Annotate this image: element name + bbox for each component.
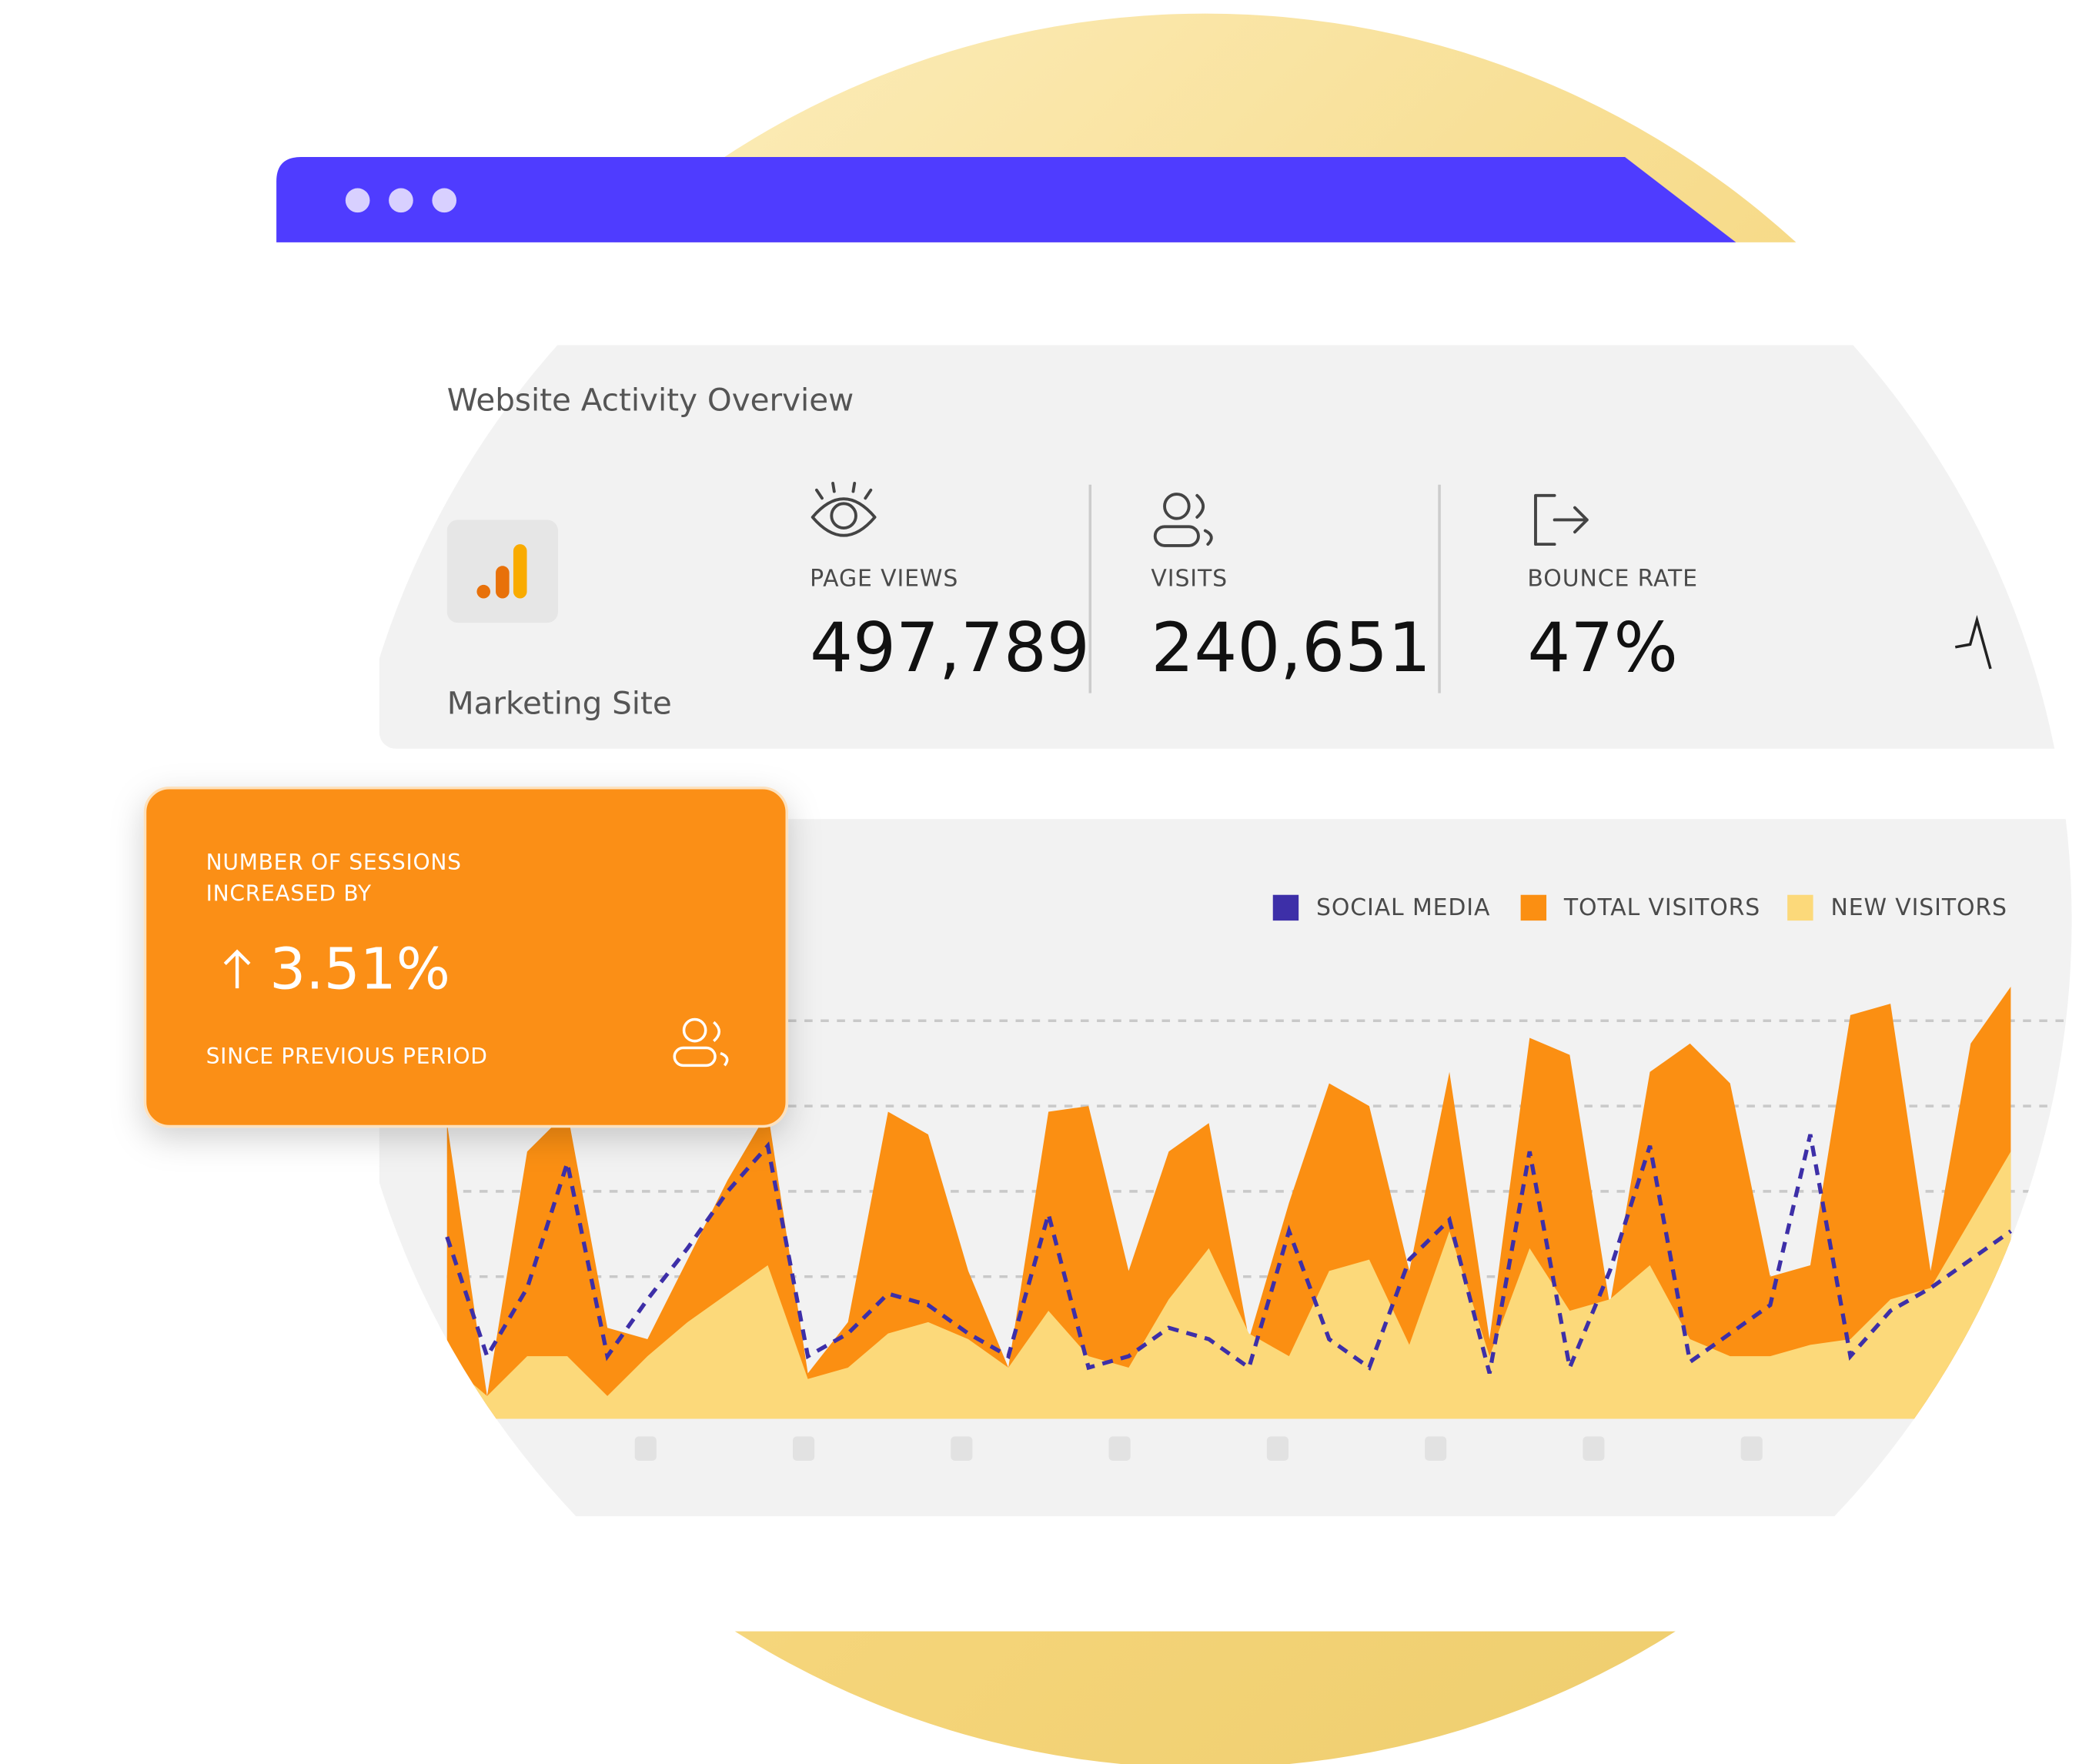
- x-label-placeholder: [1740, 1436, 1763, 1461]
- card-icon: [673, 1017, 729, 1067]
- card-label: INCREASED BY: [206, 881, 372, 907]
- legend-swatch: [1272, 894, 1299, 921]
- panel-title: Website Activity Overview: [447, 381, 854, 418]
- x-label-placeholder: [1108, 1436, 1131, 1461]
- eye-icon: [811, 482, 877, 537]
- sparkline-icon: [1954, 615, 1992, 670]
- metric-value: 240,651: [1151, 608, 1431, 687]
- x-label-placeholder: [634, 1436, 657, 1461]
- metric-value: 47%: [1527, 608, 1677, 687]
- window-dot: [432, 188, 457, 213]
- metric-label: PAGE VIEWS: [810, 565, 958, 592]
- legend-label: NEW VISITORS: [1830, 894, 2007, 921]
- analytics-logo: [496, 566, 510, 599]
- card-note: SINCE PREVIOUS PERIOD: [206, 1044, 488, 1069]
- visits-icon: [1153, 493, 1213, 547]
- metric-label: BOUNCE RATE: [1527, 565, 1698, 592]
- window-dot: [389, 188, 413, 213]
- x-label-placeholder: [1266, 1436, 1288, 1461]
- metric-label: VISITS: [1151, 565, 1228, 592]
- series-area: [446, 1151, 2011, 1419]
- site-name: Marketing Site: [447, 684, 672, 721]
- x-label-placeholder: [792, 1436, 815, 1461]
- analytics-logo: [513, 544, 527, 599]
- x-label-placeholder: [951, 1436, 973, 1461]
- x-label-placeholder: [1583, 1436, 1605, 1461]
- sessions-card: NUMBER OF SESSIONS INCREASED BY 3.51% SI…: [143, 786, 789, 1128]
- analytics-logo: [476, 584, 491, 599]
- overview-panel: [379, 345, 2072, 749]
- card-label: NUMBER OF SESSIONS: [206, 850, 462, 875]
- card-value: 3.51%: [269, 937, 450, 1003]
- legend-swatch: [1520, 894, 1547, 921]
- card-bg: [143, 786, 789, 1128]
- exit-icon: [1534, 493, 1589, 546]
- legend-label: SOCIAL MEDIA: [1316, 894, 1490, 921]
- x-label-placeholder: [1425, 1436, 1447, 1461]
- browser-bar: [276, 157, 1736, 242]
- metric-value: 497,789: [810, 608, 1090, 687]
- series-line: [445, 1134, 2012, 1375]
- up-arrow: [223, 949, 251, 989]
- legend-label: TOTAL VISITORS: [1563, 894, 1760, 921]
- legend-swatch: [1787, 894, 1813, 921]
- window-dot: [345, 188, 370, 213]
